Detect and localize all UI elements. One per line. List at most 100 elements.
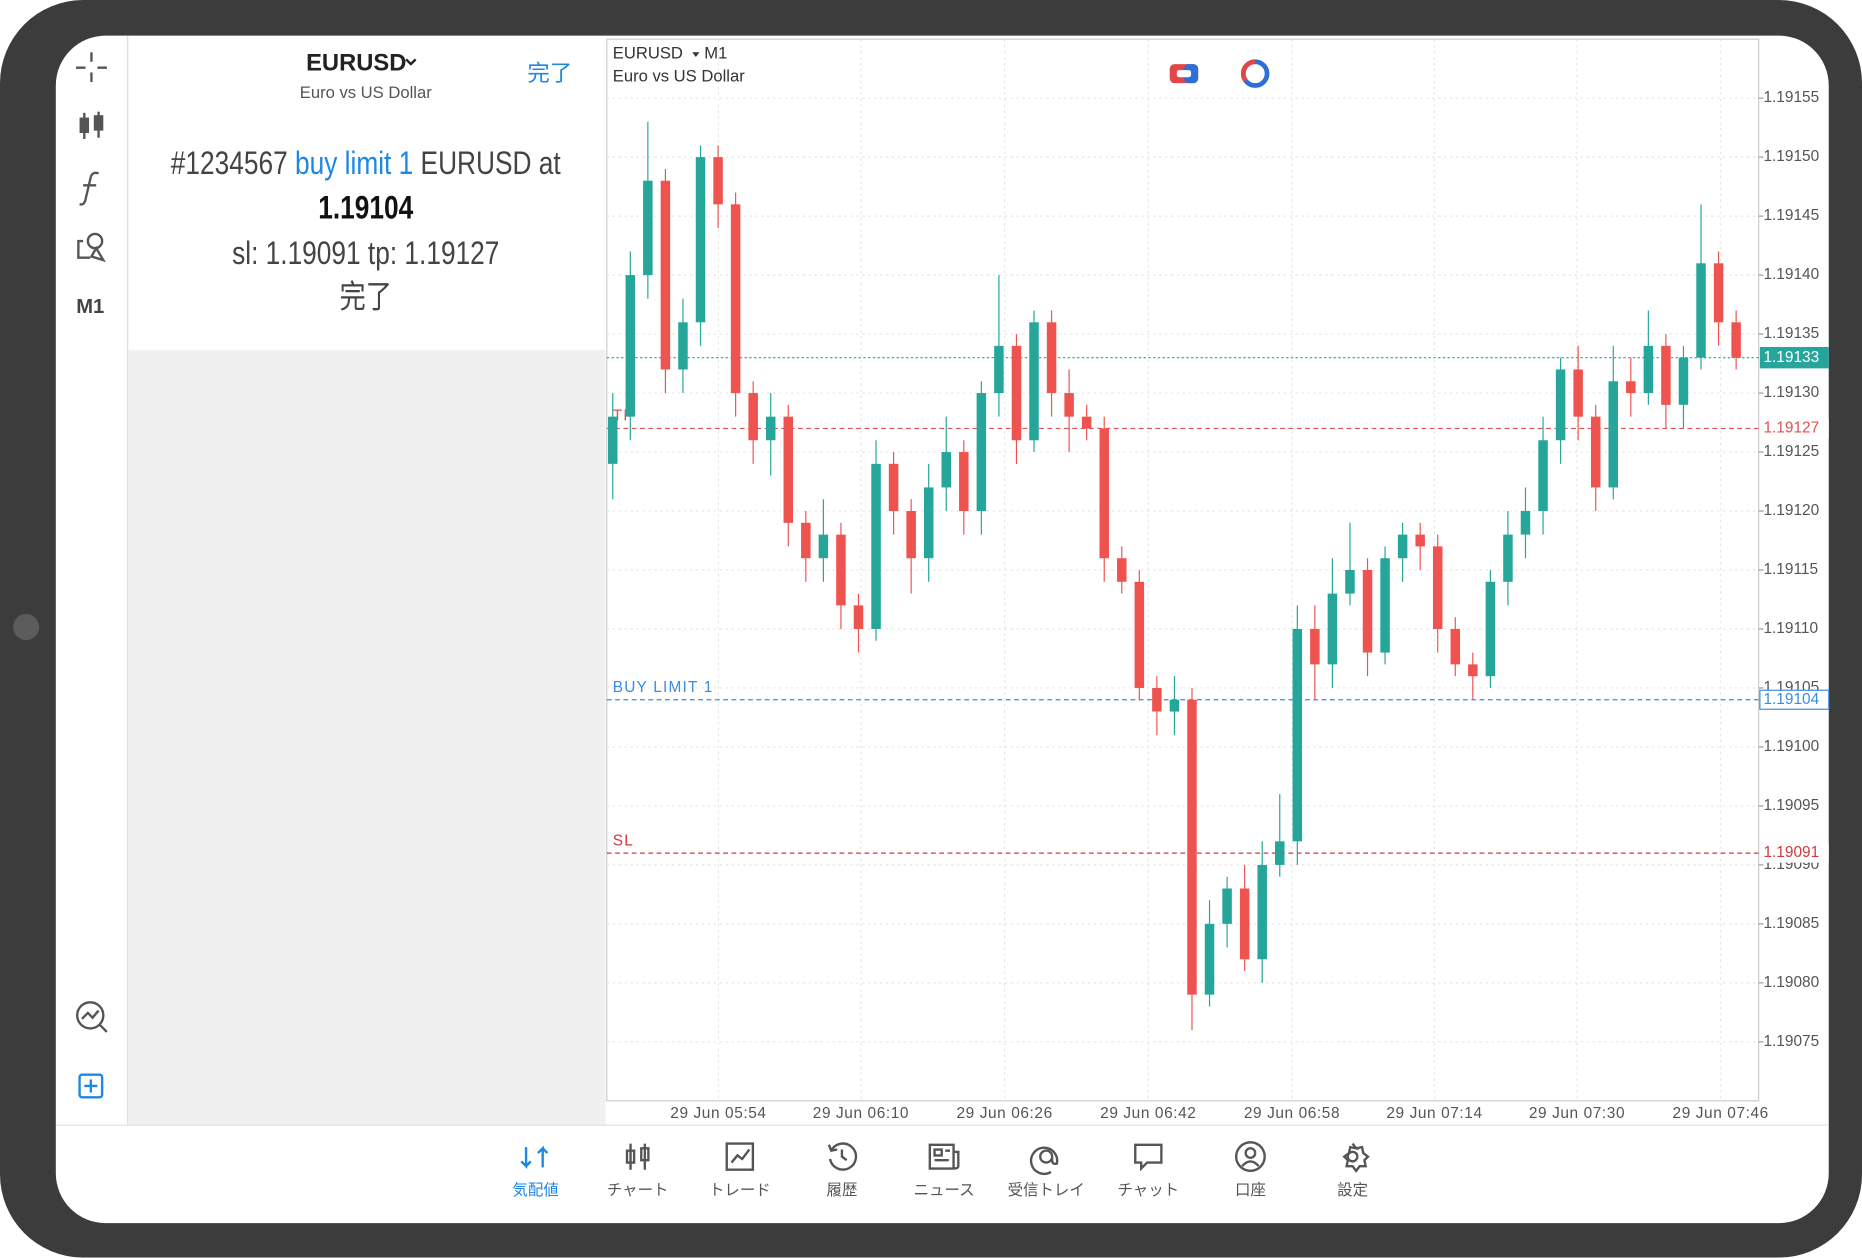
chart-type-icon[interactable] [79,111,104,139]
tab-label[interactable]: 気配値 [512,1181,558,1199]
candle-body [1117,558,1127,582]
order-line-label: BUY LIMIT 1 [613,679,714,696]
tab-icon[interactable] [1235,1141,1266,1172]
candle-body [1275,841,1285,865]
candle-body [941,452,952,488]
new-order-icon[interactable] [78,1073,104,1099]
tab[interactable]: ニュース [914,1143,975,1199]
indicator-icon[interactable] [79,171,99,206]
candle-body [1713,263,1724,323]
icon-shape[interactable] [928,1143,960,1170]
icon-shape[interactable] [1134,1143,1163,1172]
candle-body [1415,534,1425,547]
y-tick-label: 1.19145 [1763,207,1819,224]
tab-icon[interactable] [928,1143,960,1170]
analytics-icon[interactable] [76,1001,108,1033]
icon-shape[interactable] [1235,1141,1266,1172]
tab-label[interactable]: トレード [709,1182,771,1199]
tab[interactable]: トレード [709,1142,771,1200]
tab-label[interactable]: 履歴 [827,1182,858,1199]
y-tick-label: 1.19100 [1763,738,1819,755]
y-tick-label: 1.19085 [1763,915,1819,932]
candle-body [1011,345,1022,441]
icon-shape[interactable] [520,1145,549,1169]
candle-body [1046,322,1057,394]
y-tick-label: 1.19130 [1763,384,1819,401]
candle-body [1678,357,1689,405]
tab[interactable]: 履歴 [827,1142,858,1200]
tab-icon[interactable] [827,1142,858,1171]
candle-body [1292,628,1303,842]
tab-icon[interactable] [725,1142,755,1171]
y-tick-label: 1.19095 [1763,797,1819,814]
candle-body [1081,416,1092,429]
candle-body [1643,345,1654,394]
y-tick-label: 1.19080 [1763,974,1819,991]
candle-body [695,157,706,323]
tab-label[interactable]: 口座 [1235,1181,1266,1199]
icon-shape[interactable] [1342,1142,1370,1173]
y-tick-label: 1.19155 [1763,89,1819,106]
chevron[interactable] [405,58,417,66]
candle-body [1608,381,1619,488]
home-button[interactable] [13,613,40,641]
tab-label[interactable]: チャート [607,1182,669,1199]
candle-body [818,534,829,559]
tab-icon[interactable] [1134,1143,1163,1172]
candle-body [1661,345,1671,405]
candle-body [678,322,688,370]
candle-body [801,522,811,559]
price-tag [1759,689,1830,710]
icon-shape[interactable] [725,1142,755,1171]
current-price-tag [1759,346,1829,369]
tab[interactable]: 設定 [1337,1142,1370,1200]
symbol-title[interactable]: EURUSD [306,49,406,76]
tab-icon[interactable] [1342,1142,1370,1173]
tab[interactable]: 口座 [1235,1141,1266,1199]
dropdown-arrow[interactable] [692,52,700,57]
candle-body [1257,864,1267,960]
tab-label[interactable]: 設定 [1337,1181,1368,1199]
tab-label[interactable]: 受信トレイ [1008,1181,1085,1199]
x-tick-label: 29 Jun 05:54 [670,1105,766,1122]
panel-background [128,350,606,1125]
chart-symbol-name: EURUSD [613,44,683,63]
tab-icon[interactable] [520,1145,549,1169]
oneclick-icon[interactable] [1240,59,1270,88]
tab[interactable]: チャット [1118,1143,1180,1199]
x-tick-label: 29 Jun 06:58 [1244,1105,1340,1122]
tab-label[interactable]: チャット [1118,1182,1180,1199]
timeframe-button[interactable]: M1 [76,296,104,318]
icon-shape[interactable] [625,1143,650,1170]
tab-label[interactable]: ニュース [914,1182,975,1199]
icon-shape[interactable] [1029,1146,1059,1175]
candle-body [1310,628,1320,665]
y-tick-label: 1.19135 [1763,325,1819,342]
crosshair-icon[interactable] [76,52,107,82]
tab-icon[interactable] [1029,1146,1059,1175]
x-tick-label: 29 Jun 06:10 [813,1105,909,1122]
candle-body [730,204,741,394]
chart-description: Euro vs US Dollar [613,67,745,86]
message-line: #1234567 buy limit 1 EURUSD at [171,145,561,181]
tab[interactable]: 受信トレイ [1008,1146,1085,1199]
tab-icon[interactable] [625,1143,650,1170]
trade-icon[interactable] [1169,64,1199,84]
candle-body [1450,628,1461,665]
icon-shape[interactable] [827,1142,858,1171]
left-toolbar [76,52,108,1099]
candle-body [1397,534,1408,559]
x-tick-label: 29 Jun 07:46 [1673,1105,1769,1122]
candle-body [1468,664,1478,677]
done-button[interactable]: 完了 [527,61,572,86]
objects-icon[interactable] [77,232,106,263]
candle-body [1520,511,1531,535]
price-tag-label: 1.19091 [1763,844,1819,861]
tab[interactable]: チャート [607,1143,669,1200]
candle-body [923,487,934,559]
candle-body [1204,923,1215,995]
tab[interactable]: 気配値 [512,1145,559,1199]
